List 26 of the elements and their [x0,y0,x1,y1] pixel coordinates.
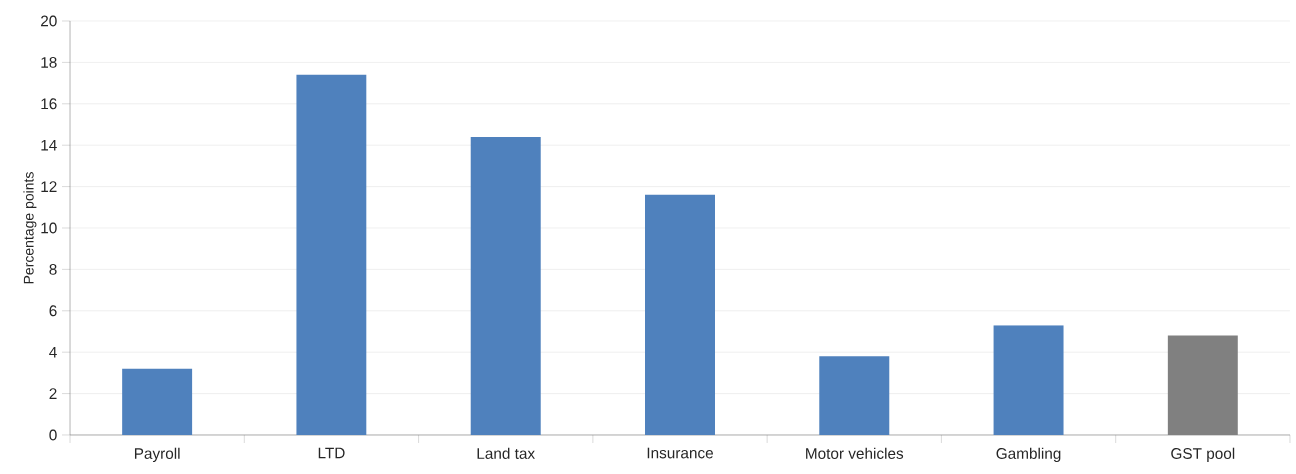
y-axis-title: Percentage points [23,172,37,284]
y-tick-label: 2 [49,388,57,399]
y-tick-label: 14 [41,139,57,151]
bar [296,74,367,435]
x-tick-label: Payroll [134,447,180,462]
y-tick-label: 0 [49,429,57,441]
x-tick-label: Insurance [647,447,713,459]
y-tick-label: 16 [41,98,57,110]
bar [1167,335,1238,435]
bar [470,136,541,435]
y-tick-label: 8 [49,263,57,275]
bar [122,368,193,435]
y-tick-label: 20 [41,15,57,27]
x-tick-label: Motor vehicles [806,447,904,459]
y-tick-label: 12 [41,181,57,192]
x-tick-label: Gambling [996,447,1061,462]
bar [645,194,715,435]
bar [819,356,890,435]
x-tick-label: GST pool [1171,447,1235,462]
bar [993,325,1064,435]
x-tick-label: LTD [318,447,345,459]
y-tick-label: 10 [41,222,57,234]
y-tick-label: 6 [49,305,57,317]
x-tick-label: Land tax [477,447,535,459]
y-tick-label: 18 [41,56,57,68]
y-tick-label: 4 [49,346,57,358]
